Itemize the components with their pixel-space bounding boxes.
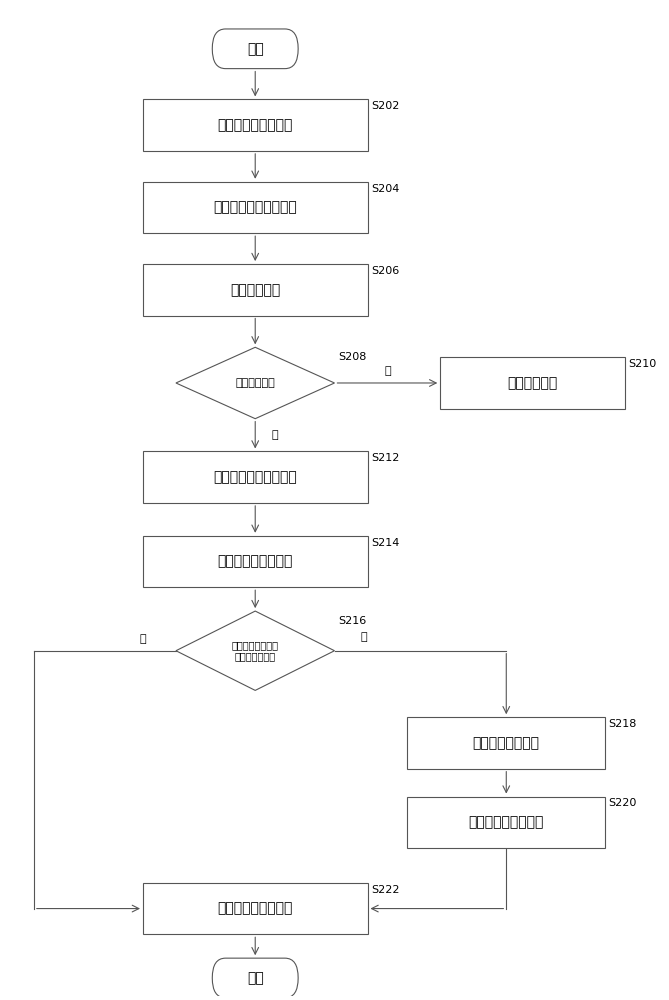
Text: 分析并修复保护组: 分析并修复保护组 [473,736,540,750]
FancyBboxPatch shape [143,451,367,503]
Text: 是否存在异常保护
组或者保护子网: 是否存在异常保护 组或者保护子网 [231,640,279,662]
FancyBboxPatch shape [143,536,367,587]
Text: 生成保护组诊断结果: 生成保护组诊断结果 [217,554,293,568]
FancyBboxPatch shape [407,797,605,848]
Text: S214: S214 [371,538,399,548]
Text: 是: 是 [361,632,367,642]
Text: 查询保护组的配置信息: 查询保护组的配置信息 [213,200,297,214]
Text: 生成检测和修复报告: 生成检测和修复报告 [217,902,293,916]
FancyBboxPatch shape [212,29,298,69]
Polygon shape [176,611,334,690]
Text: 结束: 结束 [247,971,264,985]
Text: 解析是否成功: 解析是否成功 [235,378,275,388]
Text: 选择网元和保护类型: 选择网元和保护类型 [217,118,293,132]
Text: S204: S204 [371,184,399,194]
Text: S208: S208 [338,352,366,362]
Text: S210: S210 [628,359,657,369]
Text: 退出此次操作: 退出此次操作 [508,376,558,390]
FancyBboxPatch shape [143,99,367,151]
FancyBboxPatch shape [440,357,626,409]
FancyBboxPatch shape [212,958,298,998]
FancyBboxPatch shape [407,717,605,769]
Text: 否: 否 [140,634,147,644]
FancyBboxPatch shape [143,182,367,233]
Text: S218: S218 [609,719,637,729]
Polygon shape [176,347,334,419]
Text: S220: S220 [609,798,637,808]
Text: S212: S212 [371,453,399,463]
Text: 否: 否 [384,366,391,376]
FancyBboxPatch shape [143,264,367,316]
Text: S222: S222 [371,885,399,895]
Text: 是: 是 [272,430,278,440]
Text: S206: S206 [371,266,399,276]
FancyBboxPatch shape [143,883,367,934]
Text: 分析并修复保护子网: 分析并修复保护子网 [468,815,544,829]
Text: S202: S202 [371,101,399,111]
Text: 解析配置信息: 解析配置信息 [230,283,280,297]
Text: 开始: 开始 [247,42,264,56]
Text: S216: S216 [338,616,366,626]
Text: 诊断保护组和保护子网: 诊断保护组和保护子网 [213,470,297,484]
